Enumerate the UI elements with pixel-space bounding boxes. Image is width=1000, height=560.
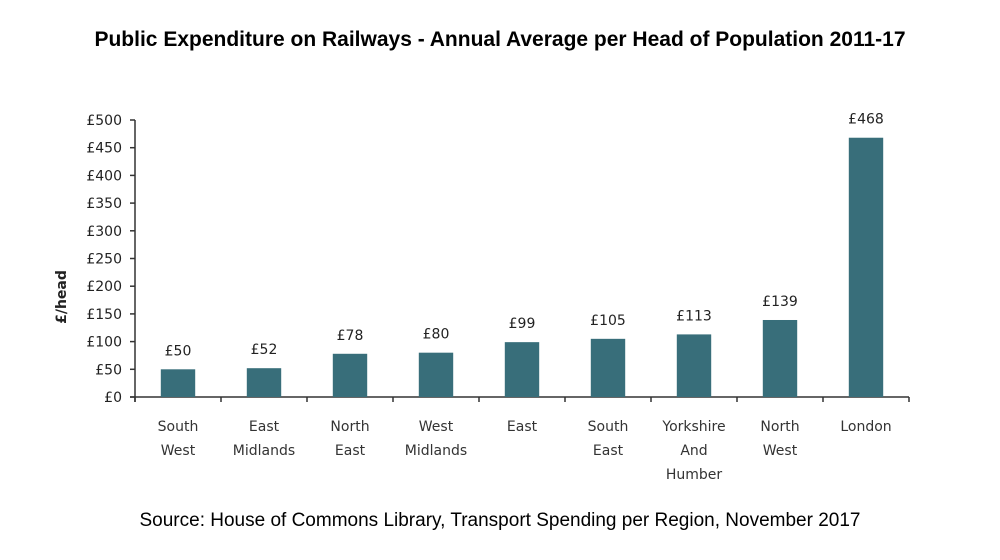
data-label: £50 — [165, 343, 192, 359]
y-tick-label: £400 — [86, 168, 122, 184]
data-label: £99 — [509, 316, 536, 332]
data-label: £105 — [590, 313, 626, 329]
x-tick-label: North East — [330, 419, 369, 459]
bar — [418, 352, 454, 397]
data-label: £52 — [251, 342, 278, 358]
y-tick-label: £100 — [86, 335, 122, 351]
x-tick-label: East — [507, 419, 538, 435]
y-tick-label: £500 — [86, 113, 122, 129]
x-tick-label: South West — [158, 419, 199, 459]
x-tick-label: North West — [760, 419, 799, 459]
y-tick-label: £250 — [86, 252, 122, 268]
bar — [504, 342, 540, 397]
y-tick-label: £450 — [86, 141, 122, 157]
x-tick-label: London — [840, 419, 891, 435]
y-tick-label: £0 — [104, 390, 122, 406]
x-tick-label: Yorkshire And Humber — [661, 419, 725, 483]
data-label: £113 — [676, 308, 712, 324]
x-tick-label: East Midlands — [233, 419, 295, 459]
bar — [848, 137, 884, 397]
x-axis: South West East Midlands North East West Midlan… — [130, 396, 910, 483]
y-tick-label: £150 — [86, 307, 122, 323]
y-tick-label: £350 — [86, 196, 122, 212]
data-label: £468 — [848, 112, 884, 128]
x-tick-label: South East — [588, 419, 629, 459]
bars — [160, 137, 884, 397]
data-label: £78 — [337, 328, 364, 344]
data-label: £139 — [762, 294, 798, 310]
bar — [676, 334, 712, 397]
y-tick-label: £200 — [86, 279, 122, 295]
bar — [160, 369, 196, 397]
x-tick-label: West Midlands — [405, 419, 467, 459]
y-tick-label: £50 — [95, 362, 122, 378]
bar — [332, 353, 368, 397]
y-axis: £0 £50 £100 £150 £200 £250 £300 £350 £400 £450 £50… — [86, 113, 136, 406]
y-tick-label: £300 — [86, 224, 122, 240]
bar — [590, 338, 626, 397]
bar — [762, 319, 798, 397]
source-note: Source: House of Commons Library, Transp… — [139, 510, 861, 531]
y-axis-label: £/head — [54, 270, 70, 324]
chart-title: Public Expenditure on Railways - Annual … — [94, 28, 906, 51]
data-label: £80 — [423, 327, 450, 343]
bar — [246, 368, 282, 397]
data-labels: £50 £52 £78 £80 £99 £105 £113 £139 £468 — [165, 112, 884, 360]
